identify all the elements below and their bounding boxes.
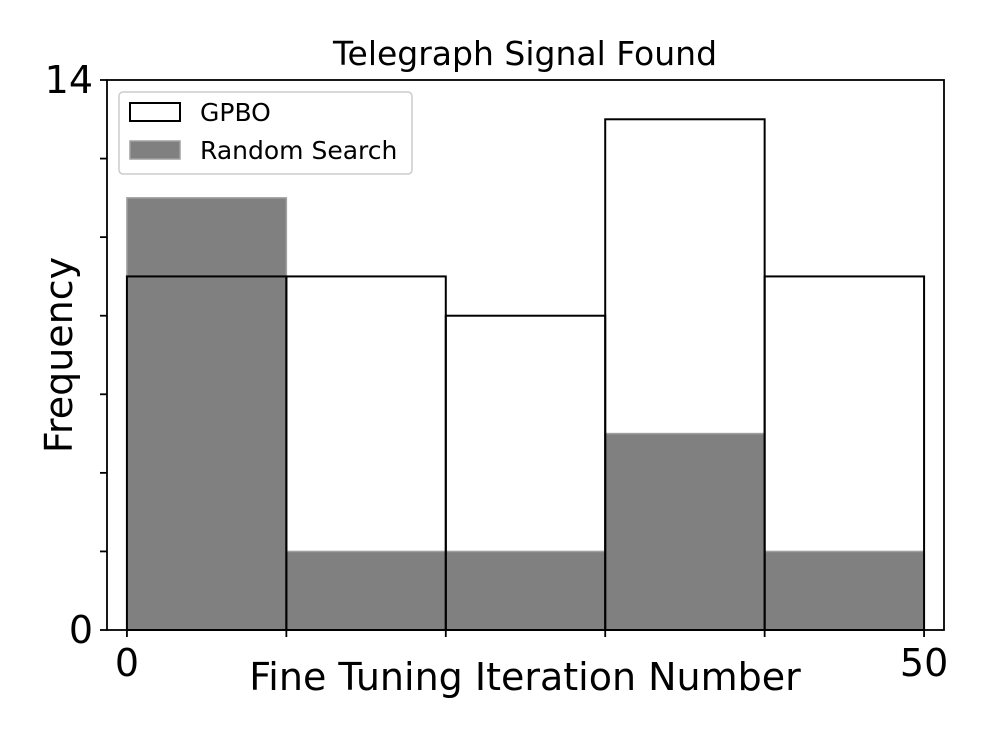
legend-label-random-search: Random Search <box>200 136 397 165</box>
axis-ticks: 0 50 0 14 <box>45 58 949 685</box>
y-tick-label: 0 <box>69 608 93 652</box>
legend-label-gpbo: GPBO <box>200 98 271 127</box>
legend-swatch-gpbo <box>129 102 181 122</box>
bar-random-search <box>285 550 447 631</box>
axes-frame <box>106 79 945 631</box>
y-tick-label: 14 <box>45 58 93 102</box>
x-tick-label: 0 <box>115 641 139 685</box>
bar-random-search <box>763 550 925 631</box>
x-tick-label: 50 <box>900 641 948 685</box>
plot-area <box>125 118 926 632</box>
bar-random-search <box>126 197 288 631</box>
x-axis-label: Fine Tuning Iteration Number <box>249 655 801 699</box>
y-axis-label: Frequency <box>37 257 81 453</box>
legend-swatch-random-search <box>129 140 181 160</box>
bar-random-search <box>604 432 766 631</box>
legend-box <box>118 91 413 175</box>
bar-random-search <box>445 550 606 631</box>
chart-title: Telegraph Signal Found <box>332 34 717 73</box>
legend: GPBO Random Search <box>118 91 413 175</box>
